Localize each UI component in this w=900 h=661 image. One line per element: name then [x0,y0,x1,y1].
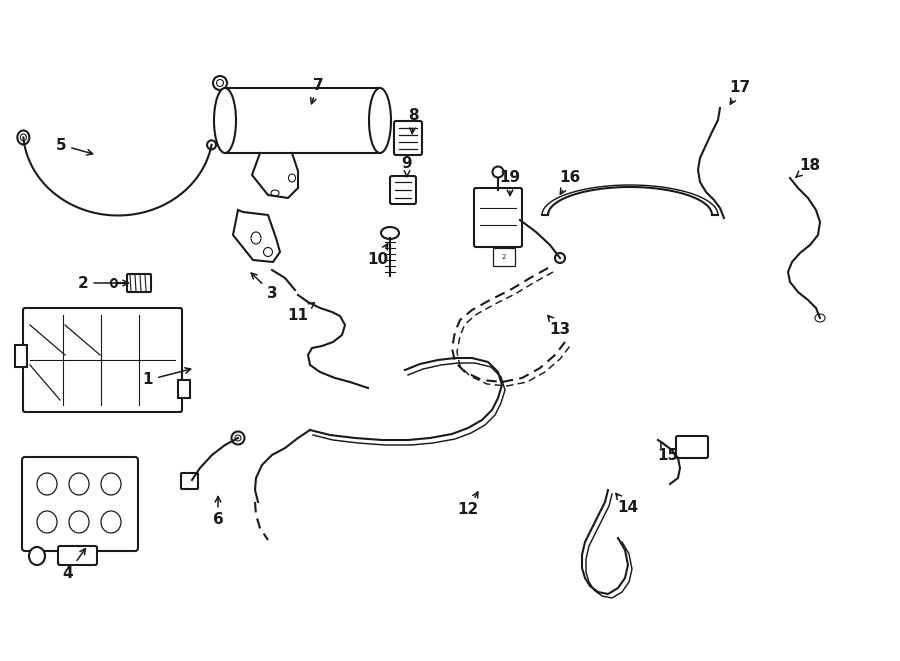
Text: 12: 12 [457,492,479,518]
Ellipse shape [251,232,261,244]
Text: 7: 7 [310,77,323,104]
Ellipse shape [231,432,245,444]
Ellipse shape [17,130,30,145]
FancyBboxPatch shape [58,546,97,565]
Ellipse shape [217,79,223,87]
Ellipse shape [214,88,236,153]
Bar [178,380,190,398]
Ellipse shape [101,511,121,533]
Text: 11: 11 [287,303,314,323]
FancyBboxPatch shape [127,274,151,292]
Ellipse shape [815,314,825,322]
Text: 8: 8 [408,108,418,134]
FancyBboxPatch shape [390,176,416,204]
Text: 5: 5 [56,137,93,155]
Text: 17: 17 [729,81,751,104]
Text: 13: 13 [548,315,571,338]
Ellipse shape [289,174,295,182]
Ellipse shape [21,134,26,141]
Bar [225,88,380,153]
Text: 3: 3 [251,273,277,301]
Text: 2: 2 [77,276,129,290]
Text: 14: 14 [616,494,639,516]
FancyBboxPatch shape [23,308,182,412]
Text: 9: 9 [401,155,412,176]
Ellipse shape [235,435,241,441]
Ellipse shape [271,190,279,196]
Bar [15,345,27,367]
Text: 2: 2 [502,254,506,260]
FancyBboxPatch shape [474,188,522,247]
Text: 6: 6 [212,496,223,527]
Polygon shape [233,210,280,262]
Text: 15: 15 [657,442,679,463]
Ellipse shape [369,88,391,153]
Ellipse shape [69,511,89,533]
Ellipse shape [69,473,89,495]
Ellipse shape [37,511,57,533]
Text: 16: 16 [560,171,580,194]
Text: 1: 1 [143,368,191,387]
FancyBboxPatch shape [181,473,198,489]
Ellipse shape [264,247,273,256]
Bar [493,248,515,266]
Ellipse shape [555,253,565,263]
Ellipse shape [101,473,121,495]
Ellipse shape [111,279,117,287]
Ellipse shape [207,140,216,149]
Ellipse shape [37,473,57,495]
Ellipse shape [29,547,45,565]
Text: 19: 19 [500,171,520,196]
Ellipse shape [492,167,503,178]
Ellipse shape [213,76,227,90]
Text: 4: 4 [63,549,86,580]
Text: 10: 10 [367,244,389,268]
FancyBboxPatch shape [394,121,422,155]
FancyBboxPatch shape [22,457,138,551]
Ellipse shape [381,227,399,239]
FancyBboxPatch shape [676,436,708,458]
Text: 18: 18 [796,157,821,177]
